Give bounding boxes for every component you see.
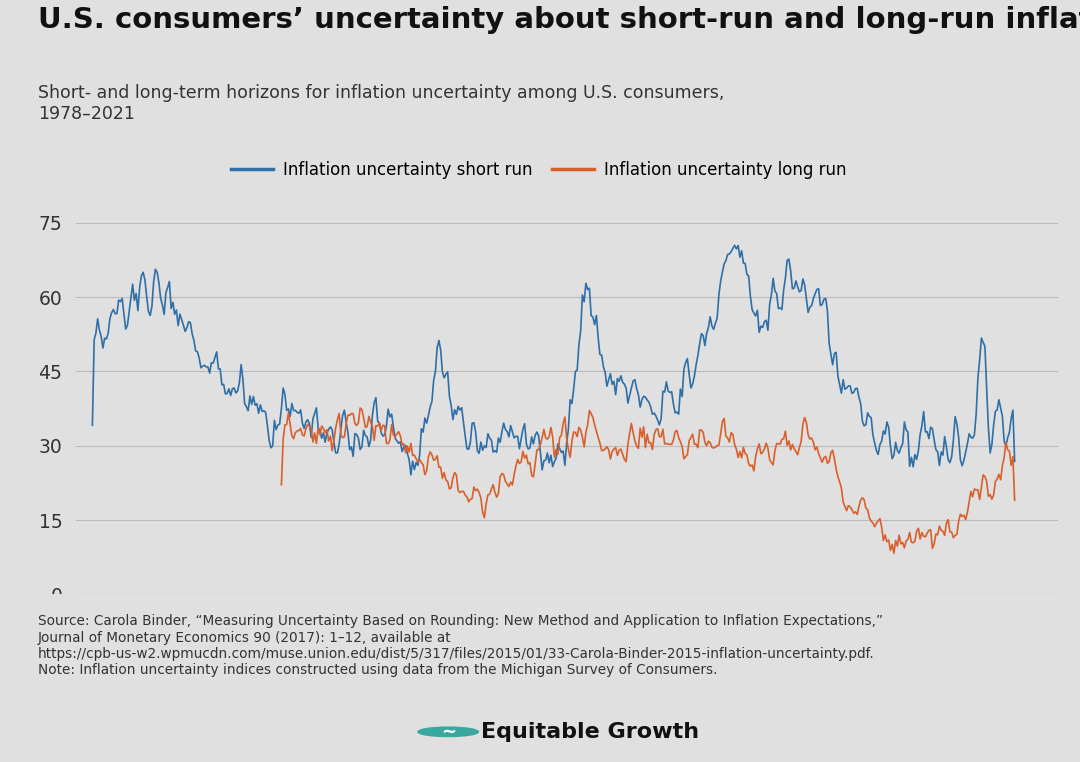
Text: ~: ~ — [441, 723, 456, 741]
Text: U.S. consumers’ uncertainty about short-run and long-run inflation: U.S. consumers’ uncertainty about short-… — [38, 6, 1080, 34]
Text: Short- and long-term horizons for inflation uncertainty among U.S. consumers,
19: Short- and long-term horizons for inflat… — [38, 84, 725, 123]
Text: Source: Carola Binder, “Measuring Uncertainty Based on Rounding: New Method and : Source: Carola Binder, “Measuring Uncert… — [38, 614, 883, 677]
Circle shape — [418, 727, 478, 737]
Legend: Inflation uncertainty short run, Inflation uncertainty long run: Inflation uncertainty short run, Inflati… — [225, 155, 853, 186]
Text: Equitable Growth: Equitable Growth — [481, 722, 699, 742]
